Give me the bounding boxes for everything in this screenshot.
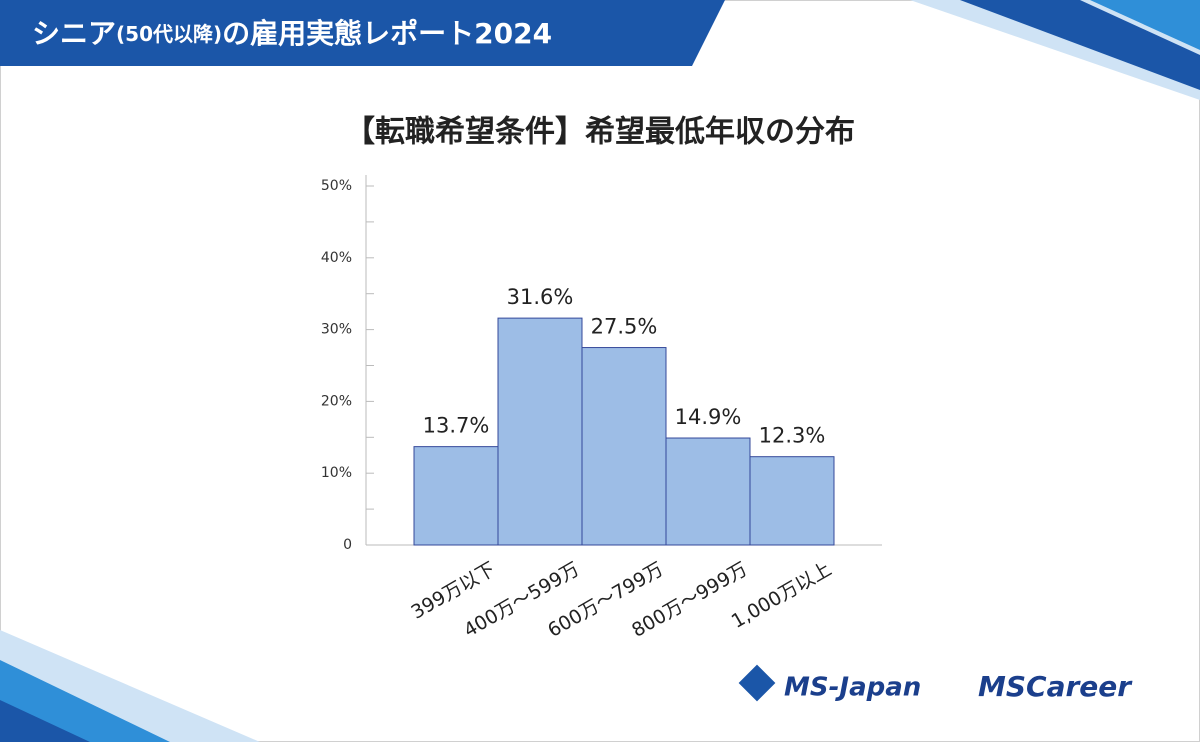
value-label: 13.7% [423,414,490,438]
decor [0,700,90,742]
chart-title: 【転職希望条件】希望最低年収の分布 [345,115,855,150]
value-label: 12.3% [759,424,826,448]
bar [581,347,667,546]
bar [665,437,751,546]
header-title: シニア(50代以降)の雇用実態レポート2024 [32,17,552,50]
y-tick-label: 0 [343,537,352,553]
logo-icon [738,664,776,702]
y-tick-label: 20% [321,393,352,409]
logo-text: MSCareer [978,670,1133,703]
logo-text: MS-Japan [784,673,921,703]
y-tick-label: 30% [321,322,352,338]
y-tick-label: 40% [321,250,352,266]
bar [497,317,583,546]
value-label: 14.9% [675,405,742,429]
value-label: 31.6% [507,285,574,309]
y-tick-label: 10% [321,465,352,481]
decor [960,0,1200,90]
bar [413,446,499,546]
y-tick-label: 50% [321,178,352,194]
decor [1090,0,1200,50]
value-label: 27.5% [591,315,658,339]
logo-ms-japan: MS-Japan [738,664,921,703]
header-banner [0,0,725,66]
bar [749,456,835,546]
